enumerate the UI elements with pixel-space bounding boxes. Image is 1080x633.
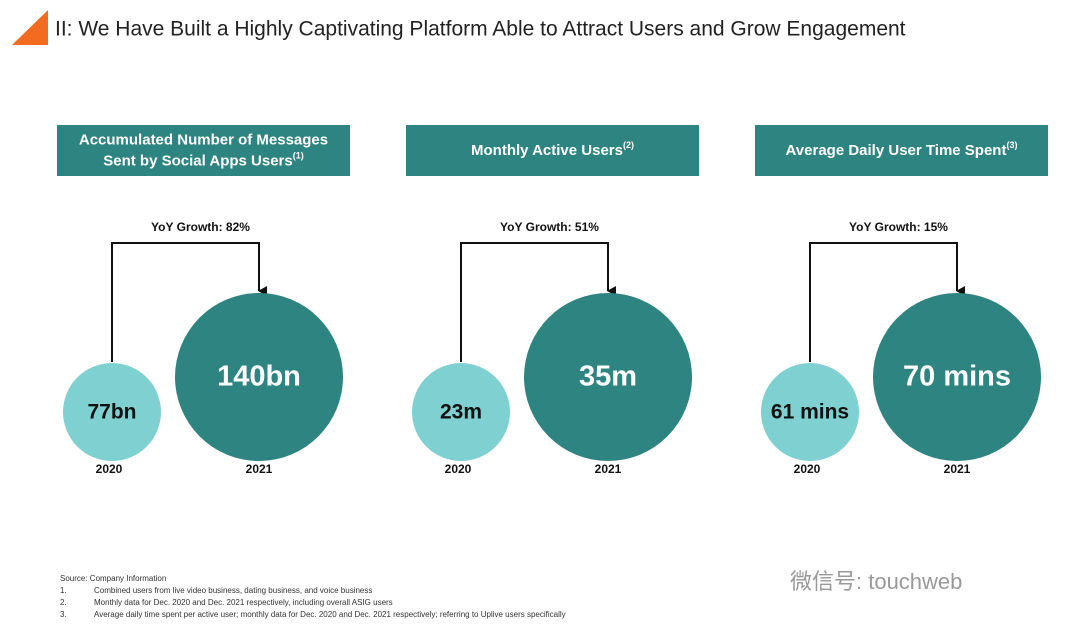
growth-label: YoY Growth: 82%	[151, 220, 250, 234]
superscript: (1)	[293, 151, 304, 161]
value-2020: 23m	[440, 401, 482, 424]
source: Source: Company Information	[60, 574, 166, 583]
circle-2020	[412, 363, 510, 461]
growth-connector	[460, 242, 616, 362]
header-text: Sent by Social Apps Users(1)	[103, 151, 304, 170]
note-number: 3.	[60, 610, 67, 619]
note-text: Monthly data for Dec. 2020 and Dec. 2021…	[94, 598, 393, 607]
value-2021: 35m	[579, 361, 637, 393]
header-line: Sent by Social Apps Users	[103, 152, 293, 169]
panel-header	[755, 125, 1048, 176]
note-number: 2.	[60, 598, 67, 607]
value-2020: 61 mins	[771, 401, 849, 424]
header-text: Average Daily User Time Spent(3)	[786, 140, 1018, 159]
value-2020: 77bn	[87, 401, 136, 424]
year-2020: 2020	[96, 462, 123, 476]
value-2021: 140bn	[217, 361, 301, 393]
circle-2021	[175, 293, 343, 461]
panel-header	[57, 125, 350, 176]
note-text: Combined users from live video business,…	[94, 586, 372, 595]
year-2020: 2020	[445, 462, 472, 476]
year-2021: 2021	[246, 462, 273, 476]
superscript: (3)	[1006, 140, 1017, 150]
logo	[12, 10, 48, 45]
header-text: Monthly Active Users(2)	[471, 140, 634, 159]
header-text: Accumulated Number of Messages	[79, 131, 328, 148]
superscript: (2)	[623, 140, 634, 150]
year-2020: 2020	[794, 462, 821, 476]
watermark: 微信号: touchweb	[790, 569, 962, 594]
panel-header	[406, 125, 699, 176]
circle-2021	[524, 293, 692, 461]
growth-label: YoY Growth: 51%	[500, 220, 599, 234]
slide-title: II: We Have Built a Highly Captivating P…	[55, 18, 906, 41]
growth-connector	[111, 242, 267, 362]
year-2021: 2021	[944, 462, 971, 476]
year-2021: 2021	[595, 462, 622, 476]
note-text: Average daily time spent per active user…	[94, 610, 566, 619]
header-line: Average Daily User Time Spent	[786, 142, 1007, 159]
header-line: Accumulated Number of Messages	[79, 131, 328, 148]
growth-label: YoY Growth: 15%	[849, 220, 948, 234]
note-number: 1.	[60, 586, 67, 595]
header-line: Monthly Active Users	[471, 142, 623, 159]
circle-2021	[873, 293, 1041, 461]
circle-2020	[63, 363, 161, 461]
growth-connector	[809, 242, 965, 362]
circle-2020	[761, 363, 859, 461]
value-2021: 70 mins	[903, 361, 1011, 393]
